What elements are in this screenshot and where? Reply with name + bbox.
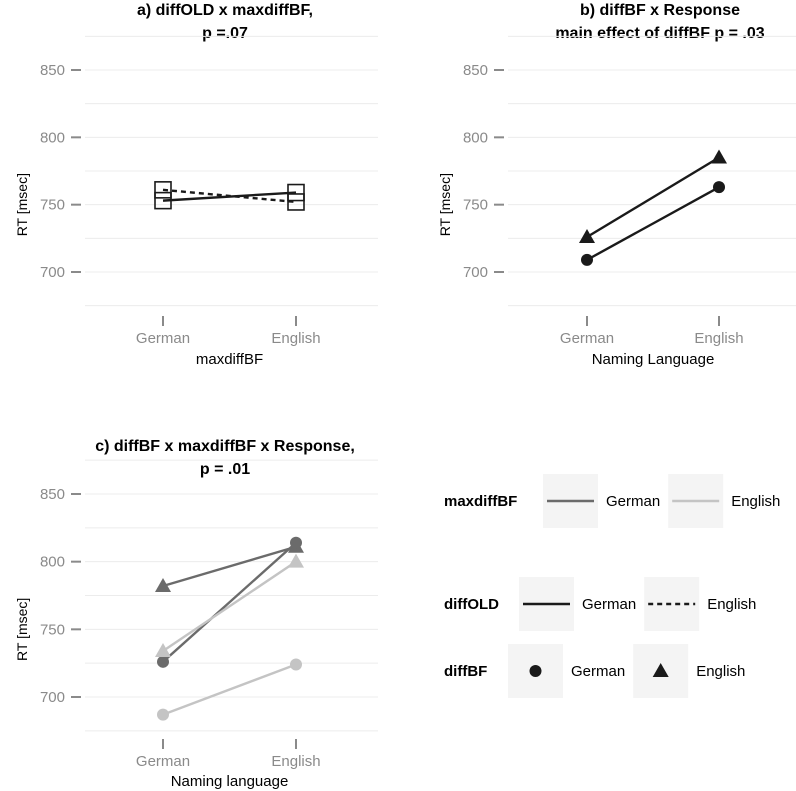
- y-axis-label: RT [msec]: [14, 173, 30, 236]
- y-axis-label: RT [msec]: [437, 173, 453, 236]
- legend-title: diffOLD: [444, 596, 499, 613]
- data-point: [579, 228, 595, 243]
- data-point: [154, 181, 172, 199]
- series-line: [162, 545, 297, 588]
- data-point: [154, 191, 172, 210]
- legend-label: German: [582, 596, 636, 613]
- y-tick-label: 800: [40, 554, 65, 571]
- chart-title-line: p =.07: [202, 25, 248, 42]
- series-1: [154, 181, 305, 211]
- x-tick-label: English: [694, 330, 743, 347]
- y-tick-label: 800: [40, 129, 65, 146]
- chart-title-line: p = .01: [200, 461, 250, 478]
- series-line: [162, 663, 297, 716]
- series-1: [579, 149, 727, 243]
- y-tick-label: 850: [40, 62, 65, 79]
- data-point: [287, 193, 305, 211]
- chart-panel-a: a) diffOLD x maxdiffBF, p =.07 700 750 800 85…: [14, 2, 378, 368]
- data-point: [711, 149, 727, 164]
- chart-title-line: a) diffOLD x maxdiffBF,: [137, 2, 313, 19]
- data-point: [581, 253, 593, 266]
- legend-label: English: [731, 493, 780, 510]
- y-tick-label: 750: [463, 197, 488, 214]
- legend-entry: German: [519, 577, 636, 631]
- y-tick-label: 850: [40, 486, 65, 503]
- legend-entry: German: [508, 644, 625, 698]
- chart-title-line: main effect of diffBF p = .03: [555, 25, 764, 42]
- chart-title-line: c) diffBF x maxdiffBF x Response,: [95, 438, 355, 455]
- legend: maxdiffBF German English diffOLD German Engli…: [444, 474, 780, 698]
- series-line: [586, 156, 720, 239]
- legend-key-marker: [652, 663, 669, 677]
- data-point: [157, 708, 169, 721]
- y-tick-label: 750: [40, 621, 65, 638]
- y-tick-label: 750: [40, 197, 65, 214]
- data-point: [290, 658, 302, 671]
- data-point: [157, 655, 169, 668]
- series-line: [162, 541, 297, 663]
- x-axis-label: maxdiffBF: [196, 351, 263, 368]
- legend-label: German: [571, 663, 625, 680]
- data-point: [713, 181, 725, 194]
- legend-key-marker: [529, 665, 542, 677]
- legend-key-box: [644, 577, 700, 631]
- legend-label: English: [707, 596, 756, 613]
- legend-title: diffBF: [444, 663, 487, 680]
- x-axis-label: Naming language: [171, 773, 289, 790]
- legend-entry: German: [543, 474, 660, 528]
- series-2: [155, 553, 304, 657]
- legend-entry: English: [644, 577, 756, 631]
- data-point: [155, 642, 171, 657]
- chart-panel-b: b) diffBF x Response main effect of diffB…: [437, 2, 796, 368]
- series-line: [586, 186, 720, 261]
- legend-label: German: [606, 493, 660, 510]
- x-axis-label: Naming Language: [592, 351, 715, 368]
- data-point: [290, 536, 302, 549]
- legend-label: English: [696, 663, 745, 680]
- x-tick-label: English: [271, 753, 320, 770]
- legend-maxdiffBF: maxdiffBF German English: [444, 474, 780, 528]
- chart-panel-c: c) diffBF x maxdiffBF x Response, p = .01…: [14, 438, 378, 790]
- x-tick-label: German: [136, 753, 190, 770]
- y-tick-label: 800: [463, 129, 488, 146]
- series-1: [157, 536, 302, 668]
- legend-title: maxdiffBF: [444, 493, 517, 510]
- legend-diffBF: diffBF German English: [444, 644, 745, 698]
- y-axis-label: RT [msec]: [14, 598, 30, 661]
- series-0: [581, 181, 725, 266]
- y-tick-label: 850: [463, 62, 488, 79]
- data-point: [155, 578, 171, 593]
- chart-title-line: b) diffBF x Response: [580, 2, 740, 19]
- legend-entry: English: [668, 474, 780, 528]
- y-tick-label: 700: [40, 264, 65, 281]
- series-line: [162, 560, 297, 652]
- series-line: [162, 188, 297, 204]
- x-tick-label: English: [271, 330, 320, 347]
- x-tick-label: German: [136, 330, 190, 347]
- legend-diffOLD: diffOLD German English: [444, 577, 756, 631]
- y-tick-label: 700: [40, 689, 65, 706]
- series-0: [155, 538, 304, 593]
- series-3: [157, 658, 302, 721]
- data-point: [288, 553, 304, 568]
- y-tick-label: 700: [463, 264, 488, 281]
- data-point: [287, 183, 305, 202]
- legend-entry: English: [633, 644, 745, 698]
- x-tick-label: German: [560, 330, 614, 347]
